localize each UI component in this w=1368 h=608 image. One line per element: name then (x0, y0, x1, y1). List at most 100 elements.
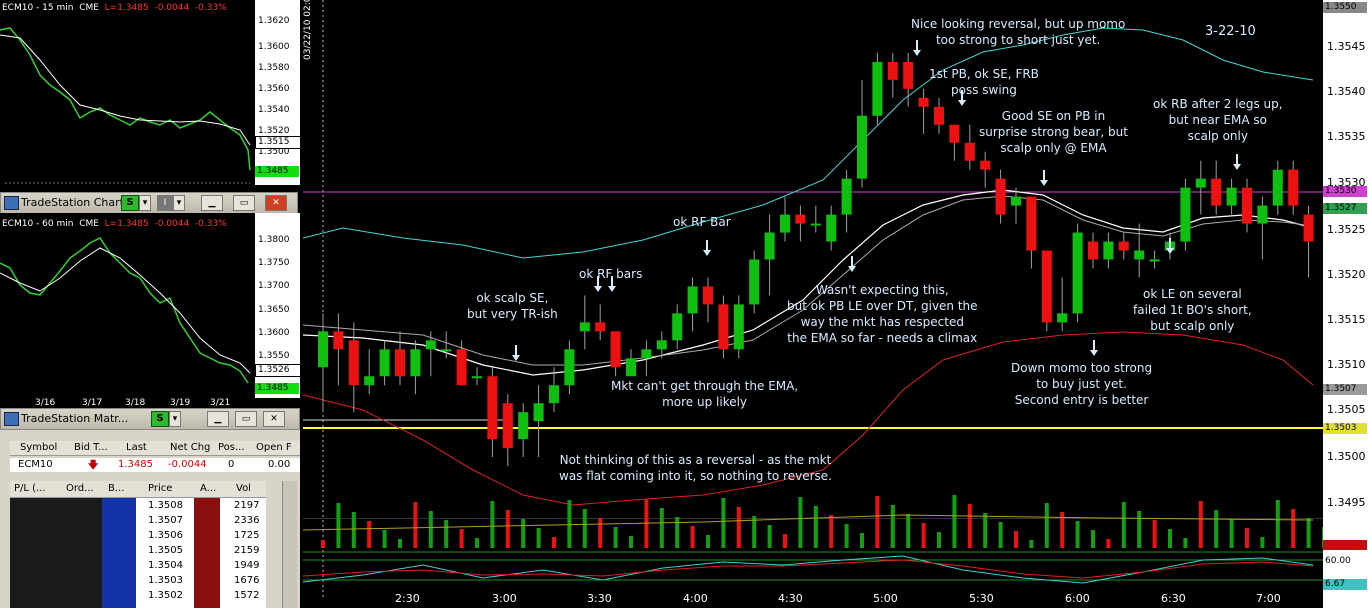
quote-net-chg: -0.0044 (168, 459, 207, 470)
date-318: 3/18 (125, 398, 145, 408)
dropdown-icon-2[interactable]: ▾ (173, 195, 185, 211)
matrix-app-icon (4, 412, 19, 426)
volume-bar (844, 524, 849, 548)
volume-bar (1075, 521, 1080, 548)
matrix-dropdown-icon[interactable]: ▾ (169, 411, 181, 427)
annotation-arrow-head (703, 250, 711, 256)
candle-body (964, 142, 975, 161)
candle-body (564, 349, 575, 386)
table-row[interactable]: 1.3504 1949 (10, 560, 266, 574)
table-row[interactable]: 1.3502 1572 (10, 590, 266, 604)
table-row[interactable]: 1.3505 2159 (10, 545, 266, 559)
row-price: 1.3508 (148, 500, 183, 511)
matrix-restore-button[interactable]: ▭ (235, 411, 257, 427)
time-5-00: 5:00 (873, 592, 898, 605)
matrix-minimize-button[interactable]: ▁ (207, 411, 229, 427)
row-vol: 1676 (234, 575, 260, 586)
time-3-30: 3:30 (587, 592, 612, 605)
grid-header-bid[interactable]: B... (108, 483, 125, 494)
candle-body (918, 97, 929, 107)
chart-window-title: TradeStation Chart (21, 196, 124, 209)
matrix-window[interactable]: TradeStation Matr... S ▾ ▁ ▭ ✕ Symbol Bi… (0, 408, 300, 608)
candle-body (1041, 250, 1052, 323)
quote-symbol: ECM10 (18, 459, 53, 470)
tag-1.3530: 1.3530 (1323, 186, 1367, 197)
candle-body (1288, 169, 1299, 206)
chart-15min-price-axis: 1.3620 1.3600 1.3580 1.3560 1.3540 1.352… (255, 0, 301, 185)
volume-bar (1014, 531, 1018, 548)
chart-60min[interactable]: ECM10 - 60 min CME L=1.3485 -0.0044 -0.3… (0, 213, 301, 408)
volume-bar (875, 496, 880, 548)
matrix-quote-row[interactable]: ECM10 🡇 1.3485 -0.0044 0 0.00 (10, 458, 300, 472)
header-symbol[interactable]: Symbol (20, 442, 58, 453)
annotation-arrow-head (512, 355, 520, 361)
matrix-scrollbar[interactable] (282, 481, 297, 608)
minimize-button[interactable]: ▁ (201, 195, 223, 211)
header-bid-tick[interactable]: Bid T... (74, 442, 108, 453)
grid-header-ask[interactable]: A... (200, 483, 217, 494)
table-row[interactable]: 1.3508 2197 (10, 500, 266, 514)
header-net-chg[interactable]: Net Chg (170, 442, 211, 453)
candle-body (826, 214, 837, 242)
candle-body (487, 376, 498, 440)
candle-body (348, 340, 359, 386)
candle-body (1242, 187, 1252, 224)
candle-body (795, 214, 806, 224)
date-319: 3/19 (170, 398, 190, 408)
osc-cyan-line (303, 555, 1314, 584)
candle-body (456, 349, 467, 386)
annotation-ok-rf-bar: ok RF Bar (673, 215, 731, 229)
volume-bar (367, 521, 372, 548)
volume-bar (521, 519, 526, 548)
header-open[interactable]: Open F (256, 442, 292, 453)
candle-body (549, 385, 559, 404)
volume-bar (829, 515, 834, 548)
ema-line (303, 189, 1314, 376)
dropdown-icon[interactable]: ▾ (139, 195, 151, 211)
grid-header-pl[interactable]: P/L (... (14, 483, 46, 494)
volume-bar (783, 534, 787, 548)
s-status-button[interactable]: S (121, 195, 139, 211)
chart-window-titlebar[interactable]: TradeStation Chart S ▾ I ▾ ▁ ▭ ✕ (0, 192, 298, 214)
axis-1.3535: 1.3535 (1327, 130, 1366, 143)
grid-header-price[interactable]: Price (148, 483, 173, 494)
ask-column (194, 498, 220, 608)
time-3-00: 3:00 (492, 592, 517, 605)
chart-60min-tag-last: 1.3485 (255, 383, 299, 394)
main-chart[interactable]: 1.3550 1.3545 1.3540 1.3535 1.3530 1.352… (303, 0, 1368, 608)
i-button[interactable]: I (157, 195, 173, 211)
candle-body (1226, 187, 1237, 206)
volume-bar (1152, 520, 1157, 548)
date-317: 3/17 (82, 398, 102, 408)
candle-body (379, 349, 390, 377)
table-row[interactable]: 1.3506 1725 (10, 530, 266, 544)
volume-bar (967, 504, 972, 548)
row-price: 1.3505 (148, 545, 183, 556)
candle-body (641, 349, 652, 359)
table-row[interactable]: 1.3503 1676 (10, 575, 266, 589)
tag-60: 60.00 (1323, 556, 1367, 567)
close-button[interactable]: ✕ (265, 195, 287, 211)
candle-body (703, 286, 713, 305)
candle-body (1272, 169, 1283, 206)
chart-15min[interactable]: ECM10 - 15 min CME L=1.3485 -0.0044 -0.3… (0, 0, 301, 185)
grid-header-volume[interactable]: Vol (236, 483, 251, 494)
table-row[interactable]: 1.3507 2336 (10, 515, 266, 529)
chart-15min-tag-last: 1.3485 (255, 166, 299, 177)
window-app-icon (4, 196, 19, 210)
volume-bar (1260, 537, 1265, 548)
grid-header-orders[interactable]: Ord... (66, 483, 94, 494)
candle-body (533, 403, 544, 422)
matrix-close-button[interactable]: ✕ (263, 411, 285, 427)
header-last[interactable]: Last (126, 442, 147, 453)
header-position[interactable]: Pos... (218, 442, 245, 453)
restore-button[interactable]: ▭ (233, 195, 255, 211)
matrix-s-button[interactable]: S (151, 411, 169, 427)
depth-grid-body: 1.3508 2197 1.3507 2336 1.3506 1725 1.35… (10, 498, 266, 608)
matrix-titlebar[interactable]: TradeStation Matr... S ▾ ▁ ▭ ✕ (0, 408, 300, 430)
candle-body (425, 340, 436, 350)
volume-bar (598, 518, 603, 548)
volume-bar (413, 502, 418, 548)
candle-body (872, 61, 883, 116)
candle-body (1211, 178, 1222, 206)
